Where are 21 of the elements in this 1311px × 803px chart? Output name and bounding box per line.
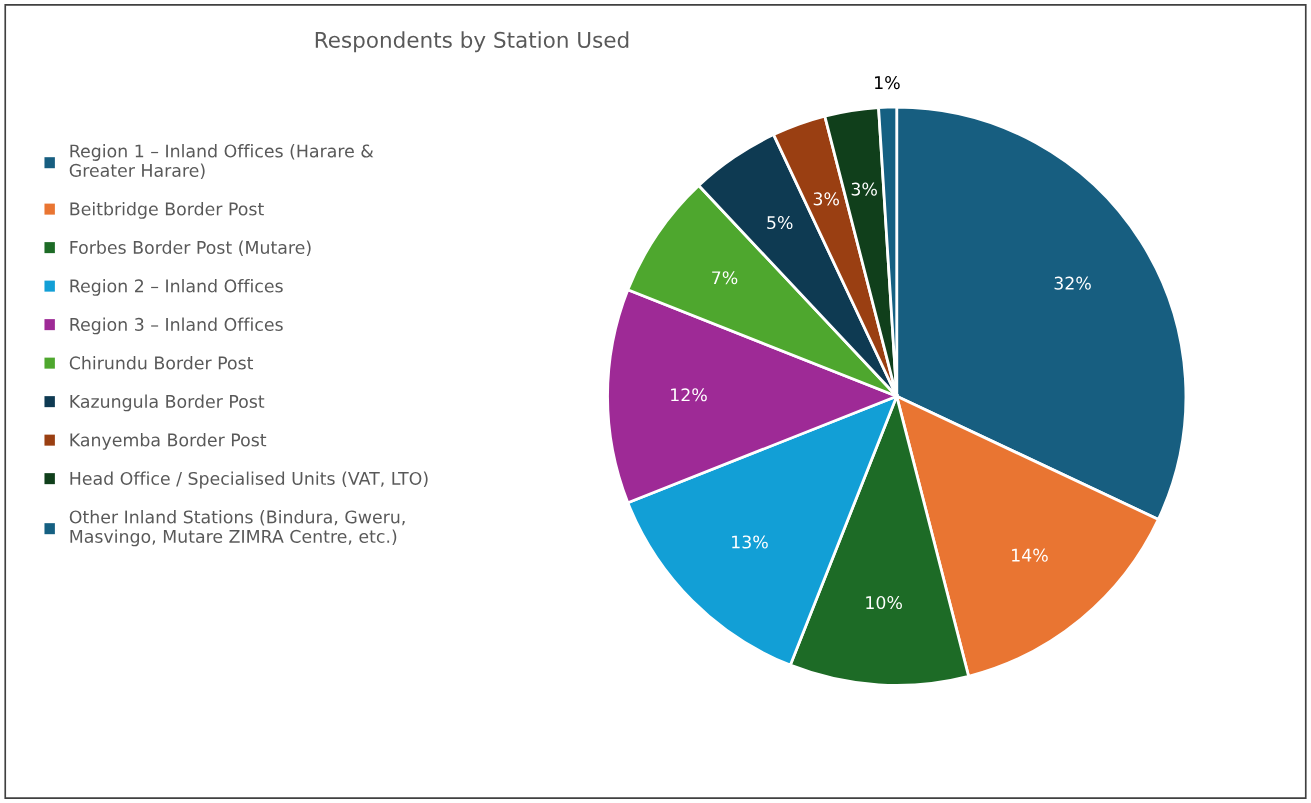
legend-label: Kazungula Border Post <box>70 394 265 412</box>
legend-label: Kanyemba Border Post <box>70 433 267 450</box>
legend-label: Beitbridge Border Post <box>70 202 264 219</box>
data-label: 12% <box>671 388 707 402</box>
legend-label: Head Office / Specialised Units (VAT, LTO) <box>70 471 428 489</box>
legend-label: Forbes Border Post (Mutare) <box>70 240 311 257</box>
legend-label: Other Inland Stations (Bindura, Gweru, Masvingo, Mutare ZIMRA Centre, etc.) <box>69 510 405 547</box>
legend-label: Region 2 – Inland Offices <box>70 279 283 296</box>
data-label: 3% <box>813 192 840 206</box>
legend-label: Chirundu Border Post <box>69 356 254 370</box>
chart-title: Respondents by Station Used <box>315 31 629 53</box>
legend-label: Region 3 – Inland Offices <box>70 317 283 335</box>
data-label: 14% <box>1012 548 1048 562</box>
legend-label: Region 1 – Inland Offices (Harare & Greater Harare) <box>69 144 374 180</box>
data-label: 5% <box>767 215 793 230</box>
data-label: 1% <box>875 76 900 90</box>
data-label: 3% <box>851 182 877 196</box>
data-label: 32% <box>1054 276 1091 290</box>
data-label: 10% <box>866 595 902 610</box>
data-label: 13% <box>732 535 768 549</box>
data-label: 7% <box>712 271 738 285</box>
